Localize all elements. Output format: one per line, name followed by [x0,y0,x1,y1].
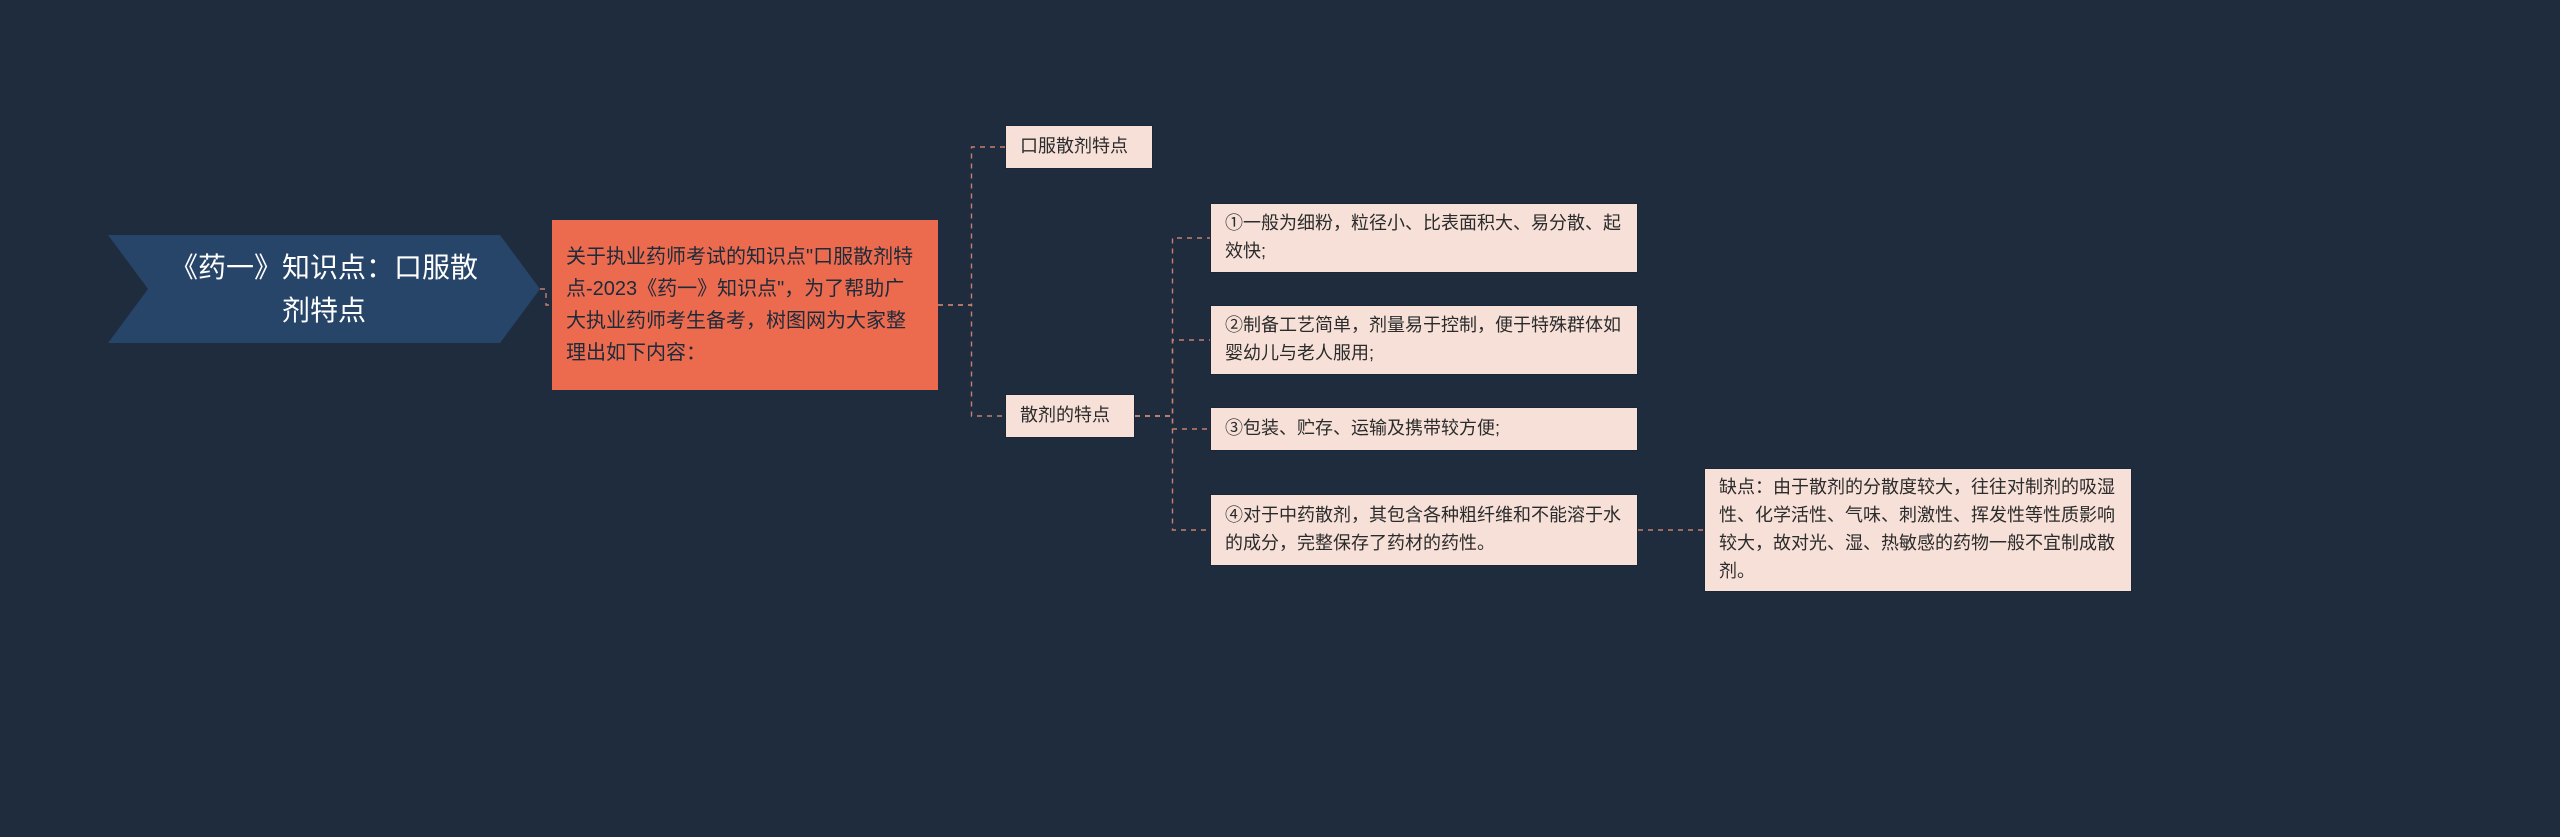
feat3-text: ③包装、贮存、运输及携带较方便; [1225,415,1500,443]
feature-node-2: ②制备工艺简单，剂量易于控制，便于特殊群体如婴幼儿与老人服用; [1210,305,1638,375]
root-chevron-left [108,235,148,343]
branch2-text: 散剂的特点 [1020,402,1110,430]
connector [1135,340,1210,416]
root-chevron-right [500,235,540,343]
intro-node: 关于执业药师考试的知识点"口服散剂特点-2023《药一》知识点"，为了帮助广大执… [552,220,938,390]
feat2-text: ②制备工艺简单，剂量易于控制，便于特殊群体如婴幼儿与老人服用; [1225,312,1623,368]
root-node: 《药一》知识点：口服散剂特点 [108,235,500,343]
connector [938,305,1005,416]
mindmap-canvas: 《药一》知识点：口服散剂特点 关于执业药师考试的知识点"口服散剂特点-2023《… [0,0,2560,837]
disadvantage-node: 缺点：由于散剂的分散度较大，往往对制剂的吸湿性、化学活性、气味、刺激性、挥发性等… [1704,468,2132,592]
connector [1135,416,1210,429]
connector [1135,238,1210,416]
branch-node-1: 口服散剂特点 [1005,125,1153,169]
root-text: 《药一》知识点：口服散剂特点 [162,246,486,333]
feat4-text: ④对于中药散剂，其包含各种粗纤维和不能溶于水的成分，完整保存了药材的药性。 [1225,502,1623,558]
connector [1135,416,1210,530]
feat1-text: ①一般为细粉，粒径小、比表面积大、易分散、起效快; [1225,210,1623,266]
branch1-text: 口服散剂特点 [1020,133,1128,161]
feature-node-3: ③包装、贮存、运输及携带较方便; [1210,407,1638,451]
feature-node-1: ①一般为细粉，粒径小、比表面积大、易分散、起效快; [1210,203,1638,273]
branch-node-2: 散剂的特点 [1005,394,1135,438]
intro-text: 关于执业药师考试的知识点"口服散剂特点-2023《药一》知识点"，为了帮助广大执… [566,241,924,369]
cons-text: 缺点：由于散剂的分散度较大，往往对制剂的吸湿性、化学活性、气味、刺激性、挥发性等… [1719,474,2117,586]
connector [938,147,1005,305]
feature-node-4: ④对于中药散剂，其包含各种粗纤维和不能溶于水的成分，完整保存了药材的药性。 [1210,494,1638,566]
connector [540,289,552,305]
